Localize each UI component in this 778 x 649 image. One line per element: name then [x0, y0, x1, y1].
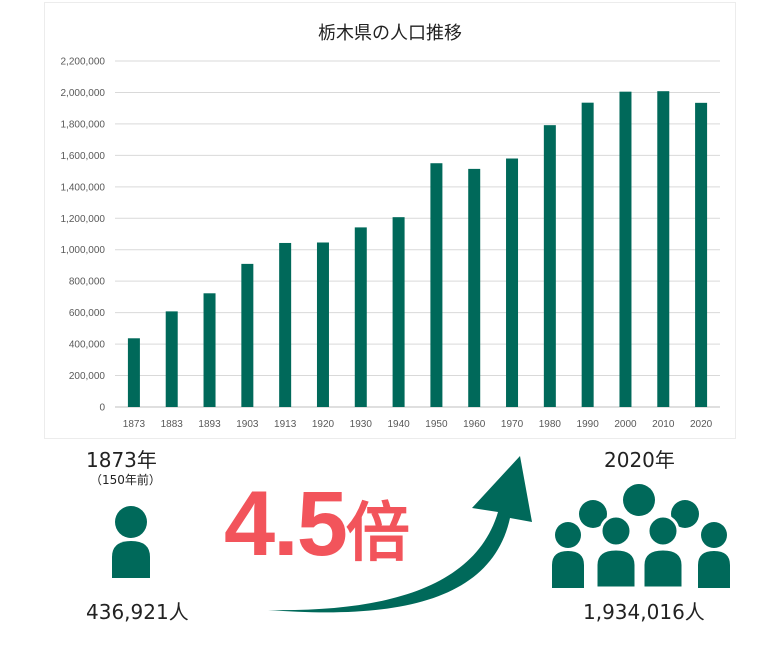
multiplier-unit: 倍	[345, 497, 410, 571]
x-tick-label: 2020	[690, 419, 713, 430]
y-tick-label: 800,000	[69, 277, 106, 288]
y-tick-label: 2,000,000	[61, 88, 106, 99]
end-year-label: 2020年	[604, 448, 675, 472]
crowd-icon	[552, 484, 730, 590]
bar-2020	[695, 102, 708, 407]
x-tick-label: 1930	[350, 419, 373, 430]
x-tick-label: 1950	[425, 419, 448, 430]
x-tick-label: 2000	[614, 419, 637, 430]
y-tick-label: 1,400,000	[61, 182, 106, 193]
years-ago-note: （150年前）	[90, 473, 161, 487]
y-tick-label: 1,200,000	[61, 214, 106, 225]
bar-1913	[279, 242, 292, 407]
y-tick-label: 2,200,000	[61, 57, 106, 68]
bar-1970	[506, 158, 519, 407]
y-tick-label: 0	[99, 403, 105, 414]
x-tick-label: 1920	[312, 419, 335, 430]
single-person-icon	[112, 506, 150, 578]
bar-1903	[241, 263, 254, 407]
x-tick-label: 1883	[161, 419, 184, 430]
end-population-label: 1,934,016人	[583, 600, 705, 624]
bar-1940	[392, 217, 405, 407]
y-tick-label: 400,000	[69, 340, 106, 351]
x-tick-label: 1940	[387, 419, 410, 430]
x-tick-label: 1913	[274, 419, 297, 430]
multiplier-number: 4.5	[224, 473, 348, 575]
start-population-label: 436,921人	[86, 600, 189, 624]
y-tick-label: 600,000	[69, 308, 106, 319]
bar-1930	[354, 227, 367, 407]
bar-1980	[543, 125, 556, 408]
bar-1893	[203, 293, 216, 407]
x-tick-label: 1970	[501, 419, 524, 430]
x-tick-label: 1960	[463, 419, 486, 430]
bar-2000	[619, 91, 632, 407]
x-tick-label: 2010	[652, 419, 675, 430]
chart-panel: 栃木県の人口推移 0 200,000 400,000 600,000 800,000 1,…	[44, 2, 736, 439]
bar-1883	[165, 311, 178, 407]
x-tick-label: 1893	[198, 419, 221, 430]
x-tick-label: 1990	[577, 419, 600, 430]
y-tick-label: 1,600,000	[61, 151, 106, 162]
population-bar-chart: 栃木県の人口推移 0 200,000 400,000 600,000 800,000 1,…	[61, 23, 720, 430]
y-tick-label: 1,800,000	[61, 119, 106, 130]
growth-multiplier: 4.5倍	[224, 478, 410, 570]
bar-1990	[581, 102, 594, 407]
start-year-label: 1873年	[86, 448, 157, 472]
y-tick-label: 200,000	[69, 371, 106, 382]
bar-2010	[657, 91, 670, 408]
y-tick-label: 1,000,000	[61, 245, 106, 256]
x-tick-label: 1873	[123, 419, 146, 430]
bar-1950	[430, 163, 443, 407]
growth-arrow-icon	[268, 456, 532, 613]
bar-1873	[127, 338, 140, 407]
x-tick-label: 1980	[539, 419, 562, 430]
x-tick-label: 1903	[236, 419, 259, 430]
bar-1960	[468, 168, 481, 407]
bar-1920	[316, 242, 329, 407]
chart-title: 栃木県の人口推移	[318, 23, 462, 44]
